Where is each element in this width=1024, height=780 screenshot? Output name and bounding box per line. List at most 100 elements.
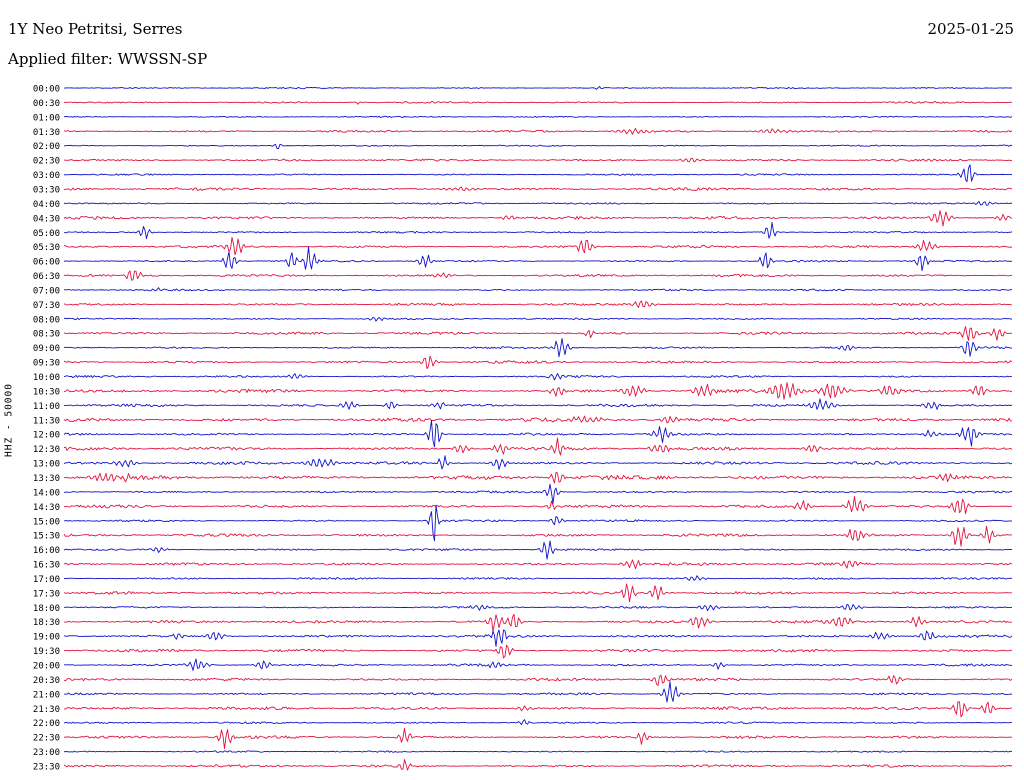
time-label: 07:00 <box>33 286 60 296</box>
time-label: 04:00 <box>33 200 60 210</box>
trace-row <box>63 415 1013 424</box>
trace-row <box>63 559 1013 570</box>
time-label: 10:30 <box>33 387 60 397</box>
trace-row <box>63 355 1013 370</box>
trace-row <box>63 382 1013 400</box>
trace-row <box>63 658 1013 671</box>
trace-row <box>63 186 1013 191</box>
trace-row <box>63 221 1013 239</box>
time-label: 15:00 <box>33 517 60 527</box>
time-label: 07:30 <box>33 301 60 311</box>
trace-row <box>63 326 1013 341</box>
time-label: 06:30 <box>33 272 60 282</box>
time-label: 17:30 <box>33 589 60 599</box>
time-label: 10:00 <box>33 373 60 383</box>
trace-row <box>63 128 1013 135</box>
time-label: 11:30 <box>33 416 60 426</box>
trace-row <box>63 613 1013 632</box>
time-label: 01:30 <box>33 128 60 138</box>
trace-row <box>63 644 1012 659</box>
trace-row <box>63 398 1013 410</box>
time-label: 03:30 <box>33 185 60 195</box>
filter-label: Applied filter: WWSSN-SP <box>8 50 208 68</box>
time-label: 23:00 <box>33 748 60 758</box>
time-label: 02:00 <box>33 142 60 152</box>
time-label: 11:00 <box>33 402 60 412</box>
trace-row <box>63 629 1013 647</box>
trace-row <box>63 373 1013 381</box>
time-label: 17:00 <box>33 575 60 585</box>
trace-row <box>63 200 1013 206</box>
time-label: 19:00 <box>33 633 60 643</box>
time-label: 00:30 <box>33 99 60 109</box>
time-label: 09:00 <box>33 344 60 354</box>
time-label: 09:30 <box>33 359 60 369</box>
time-label: 08:30 <box>33 330 60 340</box>
time-label: 04:30 <box>33 214 60 224</box>
time-label: 12:30 <box>33 445 60 455</box>
trace-row <box>63 85 1013 90</box>
trace-row <box>63 101 1013 105</box>
time-label: 03:00 <box>33 171 60 181</box>
trace-row <box>63 759 1013 771</box>
trace-row <box>63 719 1013 726</box>
trace-row <box>63 437 1013 456</box>
trace-row <box>63 750 1013 753</box>
trace-row <box>63 483 1013 505</box>
trace-row <box>63 246 1013 272</box>
trace-row <box>63 337 1013 358</box>
time-label: 05:00 <box>33 229 60 239</box>
time-label: 00:00 <box>33 85 60 95</box>
trace-row <box>63 540 1013 560</box>
time-label: 20:30 <box>33 676 60 686</box>
trace-row <box>63 115 1013 118</box>
time-label: 06:00 <box>33 258 60 268</box>
trace-row <box>63 237 1013 256</box>
trace-row <box>63 420 1013 448</box>
trace-row <box>63 157 1013 163</box>
time-label: 01:00 <box>33 113 60 123</box>
trace-row <box>63 287 1013 292</box>
station-title: 1Y Neo Petritsi, Serres <box>8 20 183 38</box>
trace-row <box>63 472 1013 484</box>
trace-row <box>63 674 1013 686</box>
time-label: 19:30 <box>33 647 60 657</box>
trace-row <box>63 164 1013 183</box>
time-label: 14:30 <box>33 503 60 513</box>
time-label: 20:00 <box>33 662 60 672</box>
time-label: 15:30 <box>33 532 60 542</box>
trace-row <box>63 727 1013 750</box>
time-label: 21:30 <box>33 705 60 715</box>
trace-row <box>63 496 1013 515</box>
trace-row <box>63 575 1013 581</box>
trace-row <box>63 210 1013 227</box>
time-label: 22:00 <box>33 719 60 729</box>
trace-row <box>63 270 1013 281</box>
trace-row <box>63 701 1013 718</box>
time-label: 22:30 <box>33 734 60 744</box>
time-label: 21:00 <box>33 690 60 700</box>
trace-row <box>63 681 1013 703</box>
time-label: 12:00 <box>33 431 60 441</box>
trace-row <box>63 525 1012 547</box>
trace-row <box>63 603 1013 612</box>
trace-row <box>63 300 1013 308</box>
time-label: 08:00 <box>33 315 60 325</box>
time-label: 05:30 <box>33 243 60 253</box>
time-label: 13:30 <box>33 474 60 484</box>
time-label: 02:30 <box>33 157 60 167</box>
time-label: 13:00 <box>33 460 60 470</box>
time-label: 18:30 <box>33 618 60 628</box>
time-label: 18:00 <box>33 604 60 614</box>
time-label: 23:30 <box>33 763 60 773</box>
trace-row <box>63 504 1013 542</box>
trace-row <box>63 583 1013 603</box>
date-label: 2025-01-25 <box>927 20 1014 38</box>
time-label: 14:00 <box>33 488 60 498</box>
trace-row <box>63 143 1013 150</box>
trace-row <box>63 316 1013 322</box>
time-label: 16:30 <box>33 561 60 571</box>
time-label: 16:00 <box>33 546 60 556</box>
